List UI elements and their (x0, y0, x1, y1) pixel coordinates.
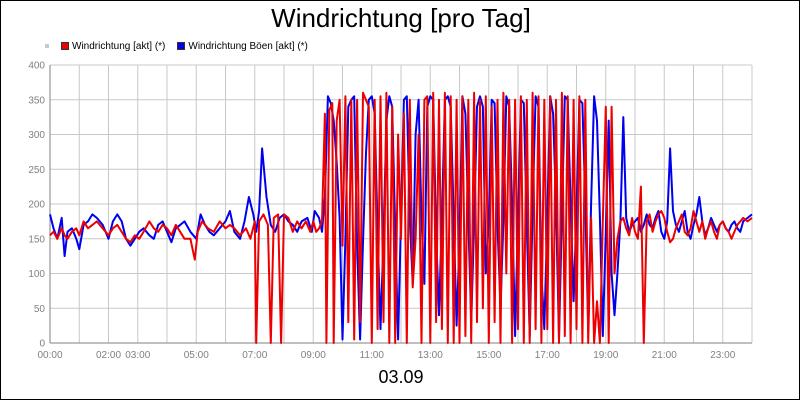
legend-item-windrichtung[interactable]: Windrichtung [akt] (*) (61, 41, 165, 52)
x-tick-label: 00:00 (37, 350, 62, 361)
x-tick-label: 15:00 (476, 350, 501, 361)
y-tick-label: 150 (28, 234, 45, 245)
x-tick-label: 19:00 (593, 350, 618, 361)
y-tick-label: 350 (28, 95, 45, 106)
x-tick-label: 03:00 (125, 350, 150, 361)
x-tick-label: 23:00 (710, 350, 735, 361)
x-tick-label: 07:00 (242, 350, 267, 361)
x-tick-label: 17:00 (535, 350, 560, 361)
y-tick-label: 0 (39, 339, 45, 350)
y-tick-label: 300 (28, 130, 45, 141)
y-tick-label: 100 (28, 269, 45, 280)
legend-label-windrichtung: Windrichtung [akt] (*) (72, 40, 166, 52)
series-line-windrichtung (49, 91, 753, 344)
chart-title: Windrichtung [pro Tag] (271, 3, 531, 33)
y-tick-label: 400 (28, 61, 45, 72)
legend-label-boeen: Windrichtung Böen [akt] (*) (188, 40, 308, 52)
x-tick-label: 11:00 (360, 350, 385, 361)
y-tick-label: 50 (34, 304, 46, 315)
legend-toggle-icon[interactable] (45, 44, 49, 48)
x-axis-title: 03.09 (378, 367, 424, 387)
chart-legend: Windrichtung [akt] (*) Windrichtung Böen… (45, 39, 320, 53)
legend-swatch-blue (177, 42, 186, 50)
legend-swatch-red (61, 42, 69, 50)
legend-item-boeen[interactable]: Windrichtung Böen [akt] (*) (177, 41, 308, 52)
x-tick-label: 02:00 (96, 350, 121, 361)
x-tick-label: 05:00 (184, 350, 209, 361)
y-tick-label: 200 (28, 200, 45, 211)
x-tick-label: 13:00 (418, 350, 443, 361)
y-tick-label: 250 (28, 165, 45, 176)
x-tick-label: 21:00 (652, 350, 677, 361)
x-tick-label: 09:00 (301, 350, 326, 361)
